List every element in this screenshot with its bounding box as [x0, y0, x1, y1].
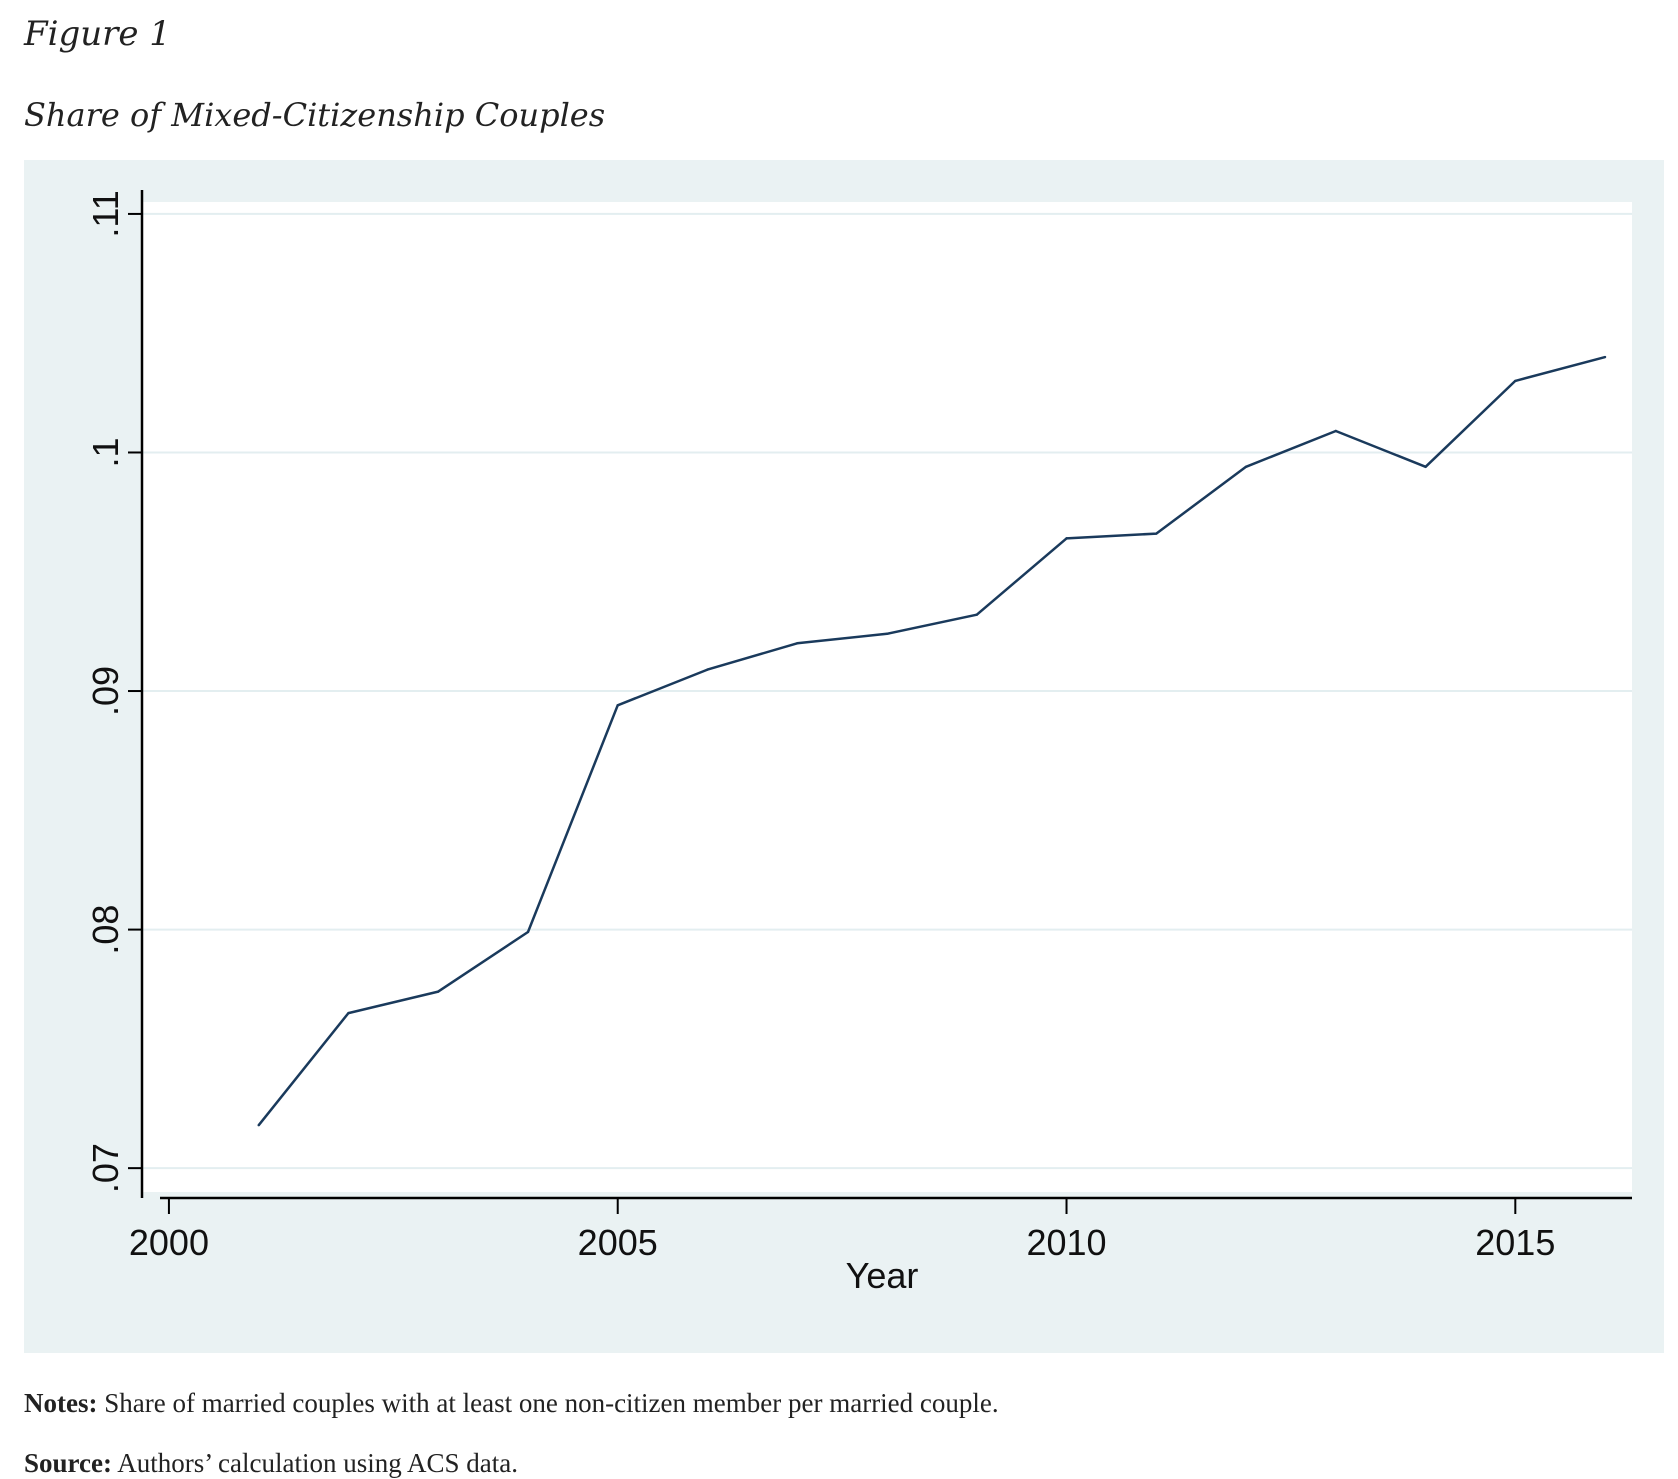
chart-panel: .07 .08 .09 .1 .11 2000 2005 2010 2015 Year	[24, 160, 1664, 1353]
data-point	[1334, 429, 1337, 433]
data-point	[796, 642, 799, 645]
y-tick-label: .09	[85, 666, 126, 716]
data-point	[975, 613, 978, 616]
source-line: Source: Authors’ calculation using ACS d…	[24, 1448, 518, 1479]
data-point	[347, 1011, 350, 1015]
series-line	[257, 355, 1606, 1126]
series-layer	[257, 355, 1607, 1127]
x-tick-label: 2005	[578, 1222, 658, 1263]
x-tick-label: 2015	[1475, 1222, 1555, 1263]
data-point	[616, 704, 619, 707]
data-point	[1603, 355, 1607, 359]
data-point	[526, 930, 530, 934]
y-tick-label: .1	[85, 437, 126, 467]
y-tick-label: .07	[85, 1143, 126, 1193]
data-point	[1065, 537, 1068, 540]
figure-label: Figure 1	[24, 14, 171, 54]
x-tick-label: 2010	[1026, 1222, 1106, 1263]
data-point	[257, 1124, 260, 1127]
data-point	[706, 668, 709, 671]
notes-line: Notes: Share of married couples with at …	[24, 1388, 999, 1419]
x-axis-title: Year	[846, 1255, 919, 1296]
data-point	[1514, 379, 1517, 383]
data-point	[1155, 532, 1158, 535]
gridlines	[142, 212, 1632, 1170]
x-tick-label: 2000	[129, 1222, 209, 1263]
y-tick-label: .08	[85, 905, 126, 955]
source-label: Source:	[24, 1448, 112, 1478]
data-point	[1424, 465, 1427, 468]
notes-text: Share of married couples with at least o…	[104, 1388, 999, 1418]
data-point	[437, 990, 440, 993]
plot-area	[142, 202, 1632, 1192]
line-chart: .07 .08 .09 .1 .11 2000 2005 2010 2015 Year	[85, 190, 1632, 1296]
data-point	[885, 632, 889, 635]
source-text: Authors’ calculation using ACS data.	[117, 1448, 518, 1478]
y-tick-label: .11	[85, 190, 126, 237]
figure-title: Share of Mixed-Citizenship Couples	[24, 96, 606, 134]
axes: .07 .08 .09 .1 .11 2000 2005 2010 2015	[85, 190, 1632, 1263]
data-point	[1244, 465, 1248, 468]
notes-label: Notes:	[24, 1388, 98, 1418]
